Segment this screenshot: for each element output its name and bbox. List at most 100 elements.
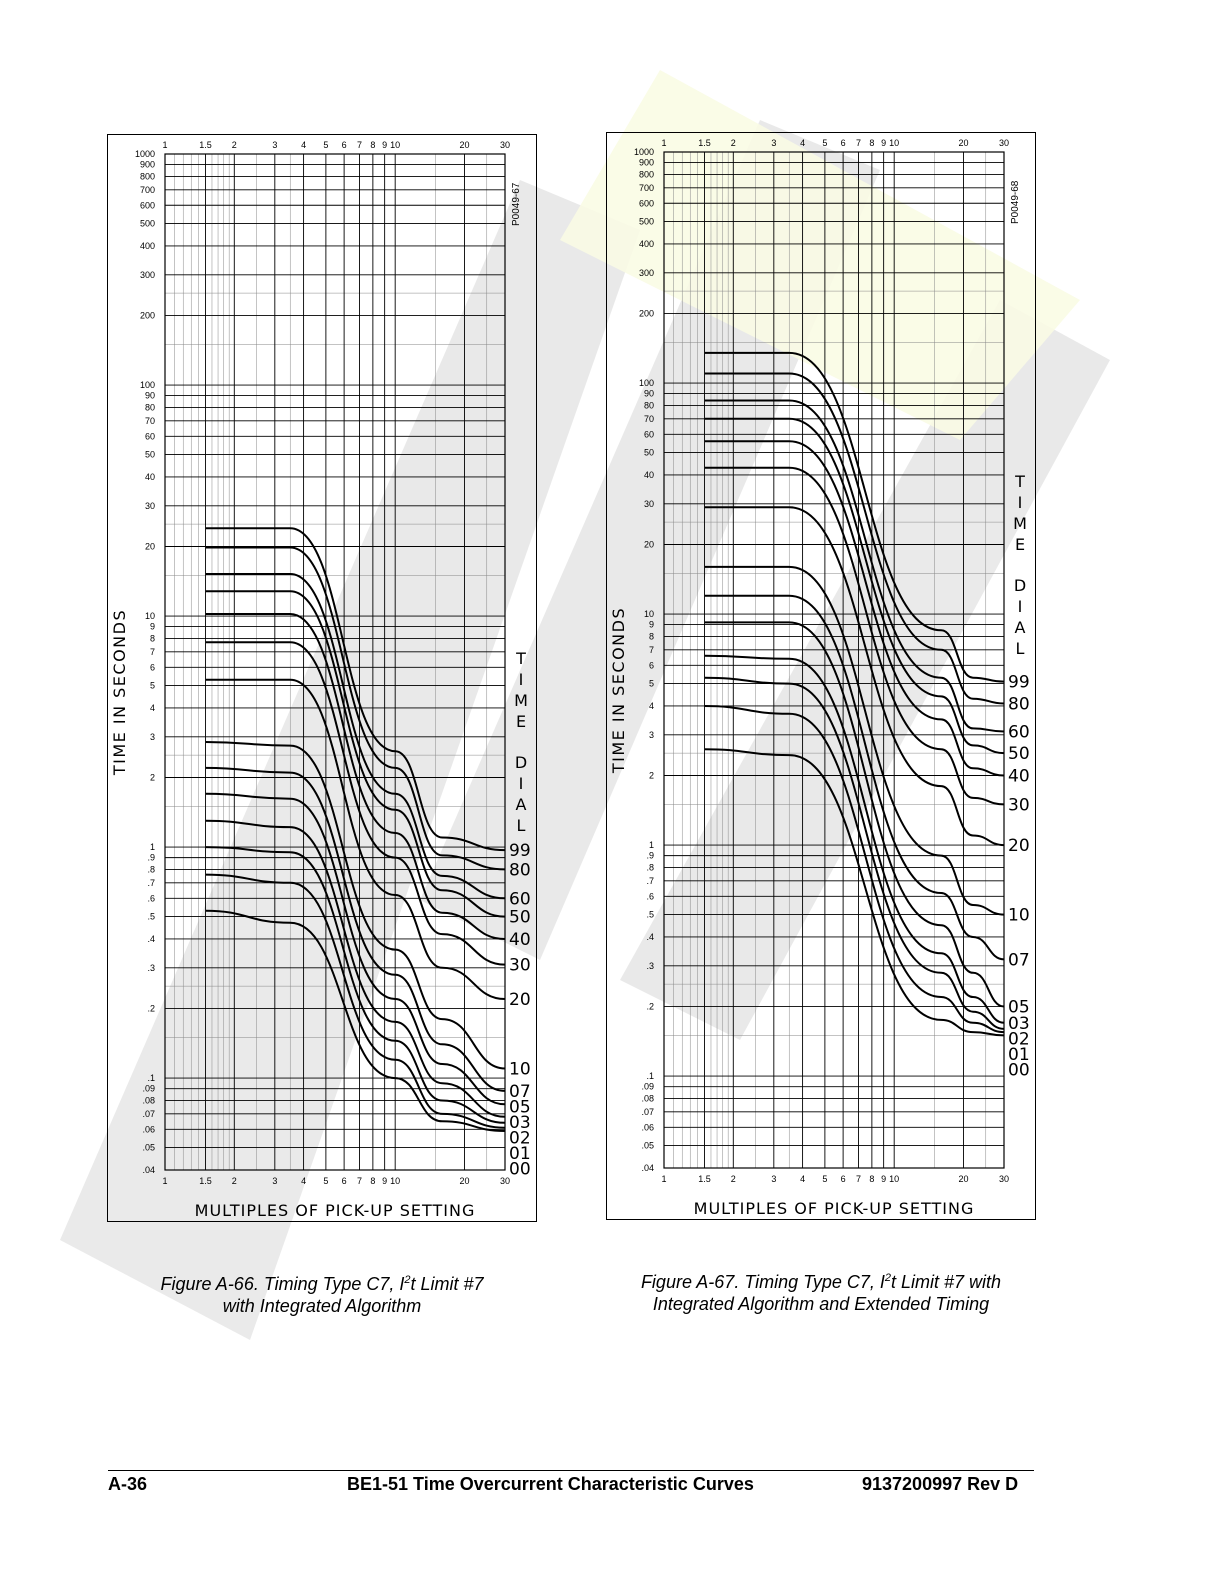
series-label: 80 <box>1008 694 1030 714</box>
y-tick-label: 9 <box>649 620 654 630</box>
series-label: 40 <box>509 930 531 950</box>
y-tick-label: .6 <box>147 893 155 903</box>
y-tick-label: .5 <box>147 912 155 922</box>
footer-title: BE1-51 Time Overcurrent Characteristic C… <box>347 1474 754 1494</box>
series-label: 07 <box>1008 950 1030 970</box>
legend-title-letter: L <box>1016 639 1025 658</box>
x-tick-label: 6 <box>342 1176 347 1186</box>
footer-rule <box>108 1470 1034 1471</box>
x-tick-label: 6 <box>342 140 347 150</box>
y-tick-label: .05 <box>641 1141 654 1151</box>
series-label: 00 <box>1008 1060 1030 1080</box>
y-tick-label: 50 <box>145 450 155 460</box>
x-tick-label: 1 <box>661 138 666 148</box>
series-label: 02 <box>1008 1029 1030 1049</box>
series-label: 05 <box>1008 998 1030 1018</box>
legend-title-letter: D <box>515 753 527 772</box>
y-tick-label: .1 <box>147 1073 155 1083</box>
y-tick-label: 10 <box>145 611 155 621</box>
chart-a67-svg: 111.51.522334455667788991010202030301000… <box>606 132 1036 1220</box>
series-label: 02 <box>509 1128 531 1148</box>
series-label: 20 <box>509 990 531 1010</box>
series-line-30 <box>704 466 1005 806</box>
series-label: 03 <box>509 1113 531 1133</box>
series-line-07 <box>205 766 506 1092</box>
y-tick-label: .06 <box>142 1124 155 1134</box>
caption-a67-line1-prefix: Figure A-67. Timing Type C7, I <box>640 1272 885 1292</box>
x-tick-label: 10 <box>390 1176 400 1186</box>
y-tick-label: 1 <box>150 842 155 852</box>
x-tick-label: 1.5 <box>199 1176 212 1186</box>
x-tick-label: 1.5 <box>698 1174 711 1184</box>
legend-title-letter: M <box>514 691 528 710</box>
x-tick-label: 4 <box>800 138 805 148</box>
series-label: 99 <box>1008 673 1030 693</box>
footer-page-number: A-36 <box>108 1474 148 1494</box>
series-label: 20 <box>1008 836 1030 856</box>
chart-a66-svg: 111.51.522334455667788991010202030301000… <box>107 134 537 1222</box>
x-tick-label: 3 <box>272 1176 277 1186</box>
legend-title-letter: A <box>516 795 527 814</box>
y-tick-label: 60 <box>145 431 155 441</box>
y-tick-label: 70 <box>644 414 654 424</box>
x-tick-label: 4 <box>301 140 306 150</box>
y-tick-label: 7 <box>150 647 155 657</box>
y-tick-label: 900 <box>639 158 654 168</box>
y-tick-label: 9 <box>150 622 155 632</box>
y-tick-label: 1 <box>649 840 654 850</box>
x-tick-label: 4 <box>301 1176 306 1186</box>
series-line-10 <box>205 741 506 1070</box>
series-label: 40 <box>1008 767 1030 787</box>
x-tick-label: 6 <box>841 138 846 148</box>
y-tick-label: .6 <box>646 891 654 901</box>
y-tick-label: 700 <box>140 185 155 195</box>
y-tick-label: 600 <box>140 200 155 210</box>
y-tick-label: 200 <box>140 310 155 320</box>
y-tick-label: 70 <box>145 416 155 426</box>
series-line-03 <box>704 654 1005 1024</box>
y-tick-label: .04 <box>641 1163 654 1173</box>
y-tick-label: .08 <box>641 1093 654 1103</box>
x-tick-label: 3 <box>272 140 277 150</box>
x-tick-label: 5 <box>822 138 827 148</box>
y-tick-label: 90 <box>145 391 155 401</box>
series-label: 50 <box>1008 744 1030 764</box>
series-line-00 <box>205 909 506 1132</box>
x-tick-label: 6 <box>841 1174 846 1184</box>
chart1-curves <box>704 351 1005 1037</box>
series-line-40 <box>704 440 1005 777</box>
y-tick-label: .7 <box>147 878 155 888</box>
y-tick-label: .1 <box>646 1071 654 1081</box>
y-tick-label: 6 <box>649 660 654 670</box>
caption-a66-line2: with Integrated Algorithm <box>222 1296 422 1316</box>
series-line-60 <box>704 399 1005 733</box>
y-tick-label: 3 <box>150 732 155 742</box>
y-tick-label: 60 <box>644 429 654 439</box>
y-tick-label: 40 <box>145 472 155 482</box>
y-tick-label: .5 <box>646 910 654 920</box>
y-tick-label: 30 <box>145 501 155 511</box>
y-tick-label: 3 <box>649 730 654 740</box>
legend-title-letter: I <box>519 774 524 793</box>
series-line-99 <box>205 527 506 852</box>
x-tick-label: 7 <box>856 138 861 148</box>
series-line-02 <box>205 846 506 1124</box>
y-tick-label: 2 <box>150 773 155 783</box>
series-line-60 <box>205 572 506 900</box>
caption-a67-line2: Integrated Algorithm and Extended Timing <box>652 1294 990 1314</box>
y-tick-label: 8 <box>649 631 654 641</box>
caption-a66-sup: 2 <box>404 1274 411 1286</box>
series-line-40 <box>205 612 506 940</box>
series-label: 10 <box>1008 906 1030 926</box>
y-tick-label: 300 <box>140 270 155 280</box>
y-tick-label: 80 <box>644 400 654 410</box>
chart-a66: 1 1 1.5 1.5 2 2 3 3 4 4 5 5 6 6 7 7 8 8 9 9 10 10 20 20 30 30 1000… <box>107 134 537 1222</box>
y-tick-label: 400 <box>140 241 155 251</box>
x-tick-label: 2 <box>731 1174 736 1184</box>
x-tick-label: 1 <box>661 1174 666 1184</box>
y-tick-label: .2 <box>646 1002 654 1012</box>
x-tick-label: 30 <box>999 138 1009 148</box>
series-label: 50 <box>509 908 531 928</box>
series-label: 03 <box>1008 1014 1030 1034</box>
x-tick-label: 8 <box>370 1176 375 1186</box>
